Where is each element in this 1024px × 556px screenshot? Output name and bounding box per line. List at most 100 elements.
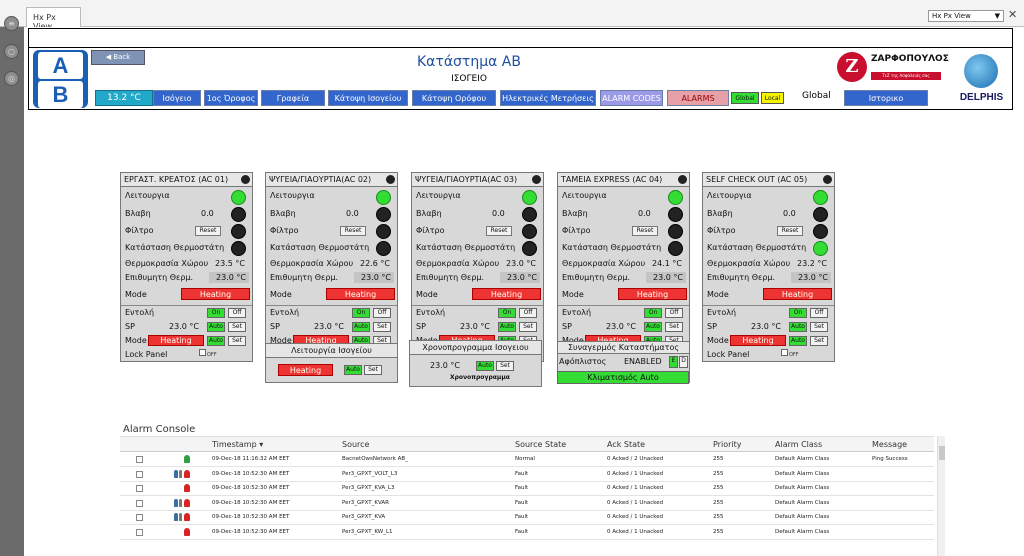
sp-auto-button[interactable]: Auto — [789, 322, 807, 332]
sp-set-button[interactable]: Set — [665, 322, 683, 332]
mode-command[interactable]: Heating — [148, 335, 204, 346]
col-message[interactable]: Message — [872, 440, 908, 449]
nav-alarm-codes[interactable]: ALARM CODES — [600, 90, 663, 106]
mode-set-button[interactable]: Set — [228, 336, 246, 346]
alarm-row[interactable]: 09-Dec-18 10:52:30 AM EET Per3_GPXT_VOLT… — [120, 468, 934, 482]
filter-reset-button[interactable]: Reset — [777, 226, 803, 236]
nav-alarms[interactable]: ALARMS — [667, 90, 729, 106]
alarm-disable-button[interactable]: D — [679, 356, 688, 368]
nav-floor-plan[interactable]: Κάτοψη Ορόφου — [412, 90, 496, 106]
alarm-source: Per3_GPXT_VOLT_L3 — [342, 470, 398, 477]
ground-operation-title: Λειτουργία Ισογείου — [266, 344, 397, 358]
command-off-button[interactable]: Off — [519, 308, 537, 318]
sp-set-button[interactable]: Set — [519, 322, 537, 332]
unit-status-icon — [678, 175, 687, 184]
nav-ground-floor[interactable]: Ισόγειο — [153, 90, 201, 106]
lock-panel-checkbox[interactable] — [199, 349, 206, 356]
alarm-row[interactable]: 09-Dec-18 10:52:30 AM EET Per3_GPXT_KVA_… — [120, 482, 934, 496]
ground-operation-auto[interactable]: Auto — [344, 365, 362, 375]
col-priority[interactable]: Priority — [713, 440, 742, 449]
alarm-row[interactable]: 09-Dec-18 10:52:30 AM EET Per3_GPXT_KVA … — [120, 511, 934, 525]
nav-history[interactable]: Ιστορικο — [844, 90, 928, 106]
col-source[interactable]: Source — [342, 440, 370, 449]
mode-auto-button[interactable]: Auto — [789, 336, 807, 346]
filter-reset-button[interactable]: Reset — [486, 226, 512, 236]
unit-title-text: SELF CHECK OUT (AC 05) — [706, 175, 808, 184]
setpoint-value: 23.0 °C — [354, 272, 394, 283]
filter-reset-button[interactable]: Reset — [195, 226, 221, 236]
nav-offices[interactable]: Γραφεία — [261, 90, 325, 106]
nav-ground-plan[interactable]: Κάτοψη Ισογείου — [328, 90, 408, 106]
climate-auto-button[interactable]: Κλιματισμός Auto — [557, 371, 689, 384]
command-on-button[interactable]: On — [498, 308, 516, 318]
schedule-set[interactable]: Set — [496, 361, 514, 371]
card-divider — [558, 305, 689, 306]
mode-command[interactable]: Heating — [730, 335, 786, 346]
back-button[interactable]: ◀ Back — [91, 50, 145, 65]
alarm-row-checkbox[interactable] — [136, 514, 143, 521]
alarm-row[interactable]: 09-Dec-18 11:16:32 AM EET BacnetOwsNetwo… — [120, 453, 934, 467]
nav-first-floor[interactable]: 1ος Όροφος — [204, 90, 258, 106]
sp-auto-button[interactable]: Auto — [352, 322, 370, 332]
alarm-row-checkbox[interactable] — [136, 528, 143, 536]
alarm-row[interactable]: 09-Dec-18 10:52:30 AM EET Per3_GPXT_KW_L… — [120, 526, 934, 540]
sp-value: 23.0 °C — [606, 322, 636, 331]
alarm-row-checkbox[interactable] — [136, 499, 143, 507]
command-off-button[interactable]: Off — [810, 308, 828, 318]
alarm-row[interactable]: 09-Dec-18 10:52:30 AM EET Per3_GPXT_KVAR… — [120, 497, 934, 511]
scrollbar-thumb[interactable] — [939, 446, 945, 460]
setpoint-label: Επιθυμητη Θερμ. — [270, 273, 339, 282]
view-select[interactable]: Hx Px View ▼ — [928, 10, 1004, 22]
alarm-row-checkbox[interactable] — [136, 456, 143, 463]
sp-set-button[interactable]: Set — [373, 322, 391, 332]
thermostat-led-icon — [668, 241, 683, 256]
command-on-button[interactable]: On — [644, 308, 662, 318]
menu-icon[interactable]: ≡ — [4, 16, 19, 31]
command-on-button[interactable]: On — [207, 308, 225, 318]
alarm-scrollbar[interactable] — [937, 436, 945, 556]
lock-panel-checkbox[interactable] — [781, 349, 788, 356]
settings-icon[interactable]: ◎ — [4, 71, 19, 86]
filter-reset-button[interactable]: Reset — [340, 226, 366, 236]
sp-set-button[interactable]: Set — [810, 322, 828, 332]
alarm-fault-icon — [184, 484, 190, 492]
command-on-button[interactable]: On — [789, 308, 807, 318]
sp-auto-button[interactable]: Auto — [207, 322, 225, 332]
sp-auto-button[interactable]: Auto — [644, 322, 662, 332]
col-alarm-class[interactable]: Alarm Class — [775, 440, 823, 449]
local-button[interactable]: Local — [761, 92, 784, 104]
ground-operation-set[interactable]: Set — [364, 365, 382, 375]
col-ack-state[interactable]: Ack State — [607, 440, 646, 449]
sp-value: 23.0 °C — [314, 322, 344, 331]
mode-label: Mode — [270, 290, 292, 299]
alarm-row-checkbox[interactable] — [136, 485, 143, 492]
filter-reset-button[interactable]: Reset — [632, 226, 658, 236]
tab-hx-px-view[interactable]: Hx Px View — [26, 7, 81, 31]
alarm-status-icon — [179, 498, 182, 507]
sp-set-button[interactable]: Set — [228, 322, 246, 332]
unit-title: SELF CHECK OUT (AC 05) — [703, 173, 834, 187]
outdoor-temperature: 13.2 °C — [95, 90, 153, 106]
search-icon[interactable]: ○ — [4, 44, 19, 59]
global-button[interactable]: Global — [731, 92, 759, 104]
command-off-button[interactable]: Off — [665, 308, 683, 318]
col-timestamp[interactable]: Timestamp ▾ — [212, 440, 264, 449]
alarm-row-checkbox[interactable] — [136, 470, 143, 478]
command-off-button[interactable]: Off — [228, 308, 246, 318]
mode-set-button[interactable]: Set — [810, 336, 828, 346]
schedule-auto[interactable]: Auto — [476, 361, 494, 371]
operation-led-icon — [231, 190, 246, 205]
command-on-button[interactable]: On — [352, 308, 370, 318]
card-divider — [121, 305, 252, 306]
thermostat-led-icon — [522, 241, 537, 256]
alarm-class: Default Alarm Class — [775, 485, 830, 491]
sp-label: SP — [416, 322, 426, 331]
command-off-button[interactable]: Off — [373, 308, 391, 318]
col-source-state[interactable]: Source State — [515, 440, 567, 449]
delphis-logo: DELPHIS — [954, 54, 1009, 109]
nav-electrical[interactable]: Ηλεκτρικές Μετρήσεις — [500, 90, 596, 106]
close-icon[interactable]: ✕ — [1008, 8, 1018, 21]
alarm-enable-button[interactable]: E — [669, 356, 678, 368]
mode-auto-button[interactable]: Auto — [207, 336, 225, 346]
sp-auto-button[interactable]: Auto — [498, 322, 516, 332]
